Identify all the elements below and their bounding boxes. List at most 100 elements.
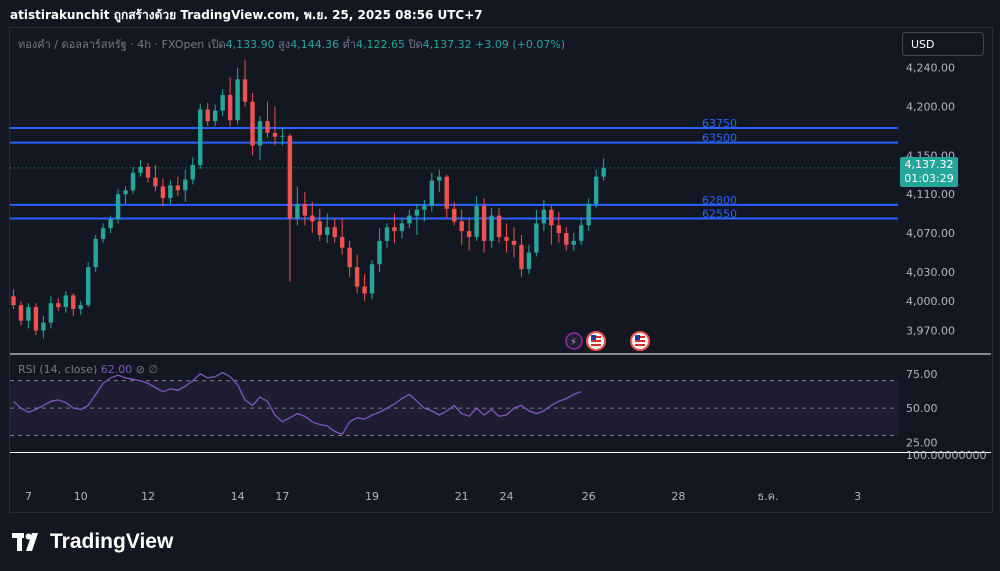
price-axis-tick: 4,240.00 — [906, 62, 955, 75]
candle-body — [41, 322, 46, 331]
candle-body — [466, 231, 472, 237]
candle-body — [534, 223, 539, 253]
time-axis-tick: 21 — [455, 490, 469, 503]
candle-body — [272, 132, 278, 137]
candle-body — [220, 94, 225, 111]
symbol-legend: ทองคำ / ดอลลาร์สหรัฐ · 4h · FXOpen เปิด4… — [18, 35, 565, 53]
time-axis-tick: 12 — [141, 490, 155, 503]
candle-body — [392, 227, 397, 232]
time-axis-tick: 19 — [365, 490, 379, 503]
candle-body — [332, 227, 337, 237]
candle-body — [93, 238, 98, 268]
high-label: สูง — [278, 38, 291, 51]
candle-body — [48, 303, 54, 323]
change-value: +3.09 (+0.07%) — [475, 38, 566, 51]
candle-body — [235, 79, 240, 121]
last-price: 4,137.32 — [904, 158, 954, 171]
price-axis-tick: 4,200.00 — [906, 101, 955, 114]
candle-body — [362, 286, 367, 294]
rsi-legend: RSI (14, close) 62.00 ⊘ ∅ — [18, 363, 158, 376]
candle-body — [212, 110, 218, 122]
candle-body — [541, 209, 547, 224]
candle-body — [571, 240, 576, 245]
candle-body — [489, 215, 494, 241]
horizontal-level-label: 62550 — [702, 208, 737, 221]
candle-body — [227, 94, 233, 121]
bar-countdown: 01:03:29 — [904, 172, 954, 185]
candle-body — [86, 267, 91, 306]
last-price-tag: 4,137.32 01:03:29 — [900, 157, 958, 187]
candle-body — [78, 305, 83, 309]
candle-body — [108, 219, 113, 229]
candle-body — [242, 79, 248, 102]
candle-body — [347, 247, 352, 268]
candle-body — [452, 208, 457, 222]
close-label: ปิด — [408, 38, 423, 51]
open-value: 4,133.90 — [225, 38, 275, 51]
candle-body — [205, 109, 210, 122]
candle-body — [63, 295, 68, 308]
candle-body — [183, 179, 188, 191]
candle-body — [71, 295, 76, 309]
candle-body — [354, 267, 360, 287]
candle-body — [586, 203, 591, 226]
candle-body — [287, 135, 293, 219]
candle-body — [250, 101, 255, 146]
flag-stripe — [591, 340, 601, 342]
candle-body — [444, 176, 449, 209]
candle-body — [325, 227, 330, 236]
candle-body — [339, 236, 345, 248]
rsi-axis-tick: 25.00 — [906, 436, 938, 449]
candle-body — [407, 215, 412, 224]
candle-body — [11, 296, 16, 306]
currency-button[interactable]: USD — [902, 32, 984, 56]
time-axis-tick: 3 — [854, 490, 861, 503]
candle-body — [123, 190, 128, 195]
candle-body — [564, 233, 569, 245]
time-axis-tick: 24 — [500, 490, 514, 503]
rsi-line — [13, 371, 582, 435]
candle-body — [18, 305, 24, 321]
flag-canton — [635, 335, 640, 340]
chart-frame[interactable] — [9, 27, 993, 513]
rsi-axis-tick: 50.00 — [906, 402, 938, 415]
chart-header: atistirakunchit ถูกสร้างด้วย TradingView… — [10, 8, 483, 22]
logo-text: TradingView — [50, 530, 174, 553]
event-icon — [565, 332, 583, 350]
rsi-label[interactable]: RSI (14, close) — [18, 363, 98, 376]
candle-body — [310, 215, 315, 222]
candle-body — [579, 225, 584, 241]
candle-body — [33, 307, 39, 331]
rsi-status-icons: ⊘ ∅ — [135, 363, 159, 376]
candle-body — [56, 303, 61, 308]
candle-body — [280, 135, 285, 137]
candle-body — [481, 205, 487, 241]
time-axis-tick: 26 — [582, 490, 596, 503]
price-axis-tick: 4,070.00 — [906, 227, 955, 240]
candle-body — [549, 209, 554, 226]
tv-logo-icon — [12, 533, 38, 551]
time-axis-tick: ธ.ค. — [757, 490, 778, 503]
candle-body — [145, 166, 151, 178]
candle-body — [160, 186, 166, 199]
price-axis-tick: 3,970.00 — [906, 324, 955, 337]
candle-body — [437, 176, 442, 181]
candle-body — [302, 203, 308, 216]
horizontal-level-label: 63500 — [702, 132, 737, 145]
time-axis-tick: 14 — [231, 490, 245, 503]
tradingview-logo[interactable]: TradingView — [12, 529, 173, 555]
flag-stripe — [635, 340, 645, 342]
flag-canton — [591, 335, 596, 340]
high-value: 4,144.36 — [290, 38, 340, 51]
candle-body — [504, 236, 509, 241]
candle-body — [422, 205, 427, 210]
symbol-label[interactable]: ทองคำ / ดอลลาร์สหรัฐ · 4h · FXOpen — [18, 38, 205, 51]
candle-body — [369, 264, 375, 294]
candle-body — [168, 185, 173, 199]
candle-body — [257, 121, 263, 146]
candle-body — [601, 167, 606, 177]
flag-stripe — [591, 344, 601, 346]
candle-body — [496, 215, 502, 237]
low-label: ต่ำ — [342, 38, 356, 51]
